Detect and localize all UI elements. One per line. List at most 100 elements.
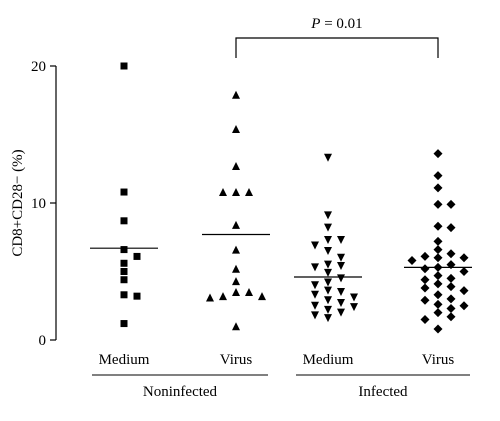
diamond-marker bbox=[433, 171, 443, 181]
triangle-down-marker bbox=[324, 286, 332, 295]
diamond-marker bbox=[459, 286, 469, 296]
triangle-down-marker bbox=[337, 235, 345, 244]
triangle-down-marker bbox=[324, 260, 332, 269]
significance-bracket bbox=[235, 37, 439, 58]
diamond-marker bbox=[446, 199, 456, 209]
triangle-up-marker bbox=[206, 293, 214, 302]
triangle-down-marker bbox=[324, 305, 332, 314]
triangle-up-marker bbox=[232, 277, 240, 286]
triangle-down-marker bbox=[311, 281, 319, 290]
triangle-up-marker bbox=[219, 188, 227, 197]
square-marker bbox=[120, 291, 128, 299]
diamond-marker bbox=[407, 256, 417, 266]
triangle-down-marker bbox=[324, 223, 332, 232]
diamond-marker bbox=[433, 253, 443, 263]
diamond-marker bbox=[459, 301, 469, 311]
category-label: Virus bbox=[422, 352, 455, 368]
category-label: Medium bbox=[99, 352, 150, 368]
triangle-down-marker bbox=[337, 262, 345, 271]
diamond-marker bbox=[420, 295, 430, 305]
diamond-marker bbox=[433, 271, 443, 281]
y-tick-label: 10 bbox=[31, 196, 46, 212]
category-label: Medium bbox=[303, 352, 354, 368]
square-marker bbox=[120, 188, 128, 196]
diamond-marker bbox=[446, 303, 456, 313]
diamond-marker bbox=[433, 299, 443, 309]
square-marker bbox=[133, 252, 141, 260]
axes: 0 10 20 CD8+CD28− (%) bbox=[10, 59, 57, 349]
triangle-up-marker bbox=[232, 245, 240, 254]
triangle-down-marker bbox=[311, 263, 319, 272]
triangle-down-marker bbox=[324, 278, 332, 287]
diamond-marker bbox=[459, 267, 469, 276]
group-label: Noninfected bbox=[143, 384, 218, 400]
diamond-marker bbox=[459, 253, 469, 263]
square-marker bbox=[120, 276, 128, 284]
diamond-marker bbox=[433, 279, 443, 289]
triangle-up-marker bbox=[245, 188, 253, 197]
diamond-marker bbox=[420, 283, 430, 293]
diamond-marker bbox=[433, 236, 443, 246]
triangle-up-marker bbox=[232, 220, 240, 229]
triangle-down-marker bbox=[324, 153, 332, 162]
triangle-down-marker bbox=[324, 314, 332, 323]
triangle-down-marker bbox=[350, 293, 358, 302]
square-marker bbox=[120, 217, 128, 225]
triangle-down-marker bbox=[324, 211, 332, 220]
diamond-marker bbox=[420, 314, 430, 324]
diamond-marker bbox=[433, 149, 443, 159]
square-marker bbox=[120, 320, 128, 328]
category-label: Virus bbox=[220, 352, 253, 368]
diamond-marker bbox=[433, 324, 443, 334]
diamond-marker bbox=[433, 290, 443, 300]
diamond-marker bbox=[446, 273, 456, 283]
triangle-down-marker bbox=[337, 308, 345, 317]
diamond-marker bbox=[420, 264, 430, 274]
diamond-marker bbox=[446, 249, 456, 259]
y-tick-label: 0 bbox=[39, 333, 47, 349]
triangle-down-marker bbox=[311, 290, 319, 299]
diamond-marker bbox=[420, 251, 430, 261]
triangle-up-marker bbox=[232, 322, 240, 331]
p-value: = 0.01 bbox=[320, 16, 362, 32]
diamond-marker bbox=[446, 223, 456, 233]
triangle-up-marker bbox=[219, 292, 227, 301]
triangle-up-marker bbox=[232, 162, 240, 171]
square-marker bbox=[120, 62, 128, 70]
diamond-marker bbox=[446, 312, 456, 322]
triangle-down-marker bbox=[324, 246, 332, 255]
diamond-marker bbox=[433, 199, 443, 209]
triangle-up-marker bbox=[232, 264, 240, 273]
diamond-marker bbox=[433, 245, 443, 255]
p-symbol: P bbox=[310, 16, 320, 32]
y-tick-label: 20 bbox=[31, 59, 46, 75]
triangle-down-marker bbox=[311, 301, 319, 310]
diamond-marker bbox=[446, 294, 456, 304]
diamond-marker bbox=[446, 282, 456, 292]
triangle-up-marker bbox=[232, 90, 240, 99]
triangle-down-marker bbox=[337, 299, 345, 308]
data-points bbox=[120, 62, 469, 334]
triangle-down-marker bbox=[311, 311, 319, 320]
square-marker bbox=[120, 268, 128, 275]
square-marker bbox=[120, 259, 128, 267]
group-label: Infected bbox=[358, 384, 408, 400]
mean-lines bbox=[90, 233, 472, 278]
triangle-down-marker bbox=[337, 253, 345, 262]
triangle-down-marker bbox=[324, 235, 332, 244]
triangle-down-marker bbox=[324, 268, 332, 277]
diamond-marker bbox=[433, 221, 443, 231]
triangle-up-marker bbox=[258, 292, 266, 301]
triangle-down-marker bbox=[350, 303, 358, 312]
triangle-down-marker bbox=[337, 274, 345, 283]
y-axis-title: CD8+CD28− (%) bbox=[10, 149, 26, 256]
triangle-down-marker bbox=[311, 241, 319, 250]
triangle-down-marker bbox=[337, 288, 345, 297]
triangle-up-marker bbox=[232, 188, 240, 197]
triangle-up-marker bbox=[232, 288, 240, 297]
p-value-label: P = 0.01 bbox=[310, 16, 362, 32]
square-marker bbox=[133, 292, 141, 300]
